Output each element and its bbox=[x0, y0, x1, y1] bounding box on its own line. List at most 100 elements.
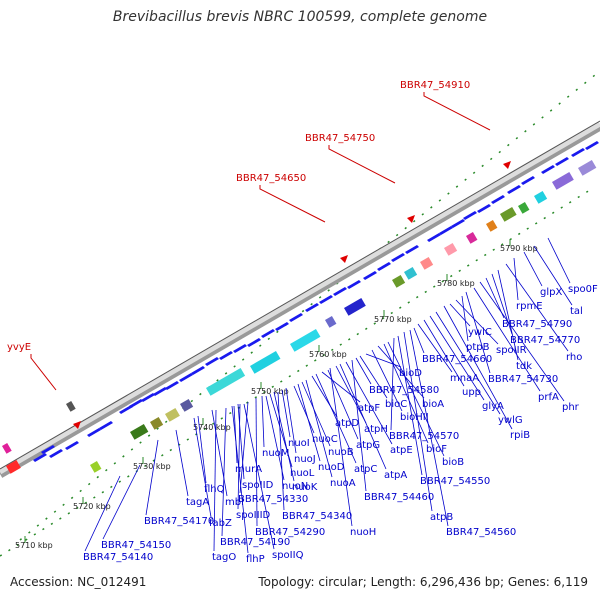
gene-label[interactable]: atpG bbox=[356, 440, 380, 451]
gene-label-group[interactable]: nuoJ bbox=[285, 387, 316, 465]
gene-label[interactable]: atpF bbox=[358, 403, 380, 414]
gene-label-group[interactable]: BBR47_54770 bbox=[491, 273, 580, 346]
gene-label[interactable]: atpC bbox=[354, 464, 377, 475]
gene-arrow[interactable] bbox=[541, 165, 555, 174]
gene-label[interactable]: nuoH bbox=[350, 527, 376, 538]
gene-label[interactable]: BBR47_54140 bbox=[83, 552, 153, 563]
gene-label-group[interactable]: nuoK bbox=[273, 391, 318, 493]
gene-label-group[interactable]: atpC bbox=[315, 373, 377, 475]
highlight-marker[interactable] bbox=[73, 421, 81, 429]
gene-arrow[interactable] bbox=[305, 303, 319, 312]
gene-label-group[interactable]: bioB bbox=[387, 341, 464, 468]
gene-label[interactable]: BBR47_54290 bbox=[255, 527, 325, 538]
gene-block[interactable] bbox=[325, 315, 337, 328]
gene-block[interactable] bbox=[206, 367, 246, 396]
gene-label[interactable]: spoIIR bbox=[496, 345, 527, 356]
gene-label-group[interactable]: flhQ bbox=[197, 415, 225, 495]
gene-arrow[interactable] bbox=[439, 226, 453, 235]
gene-arrow[interactable] bbox=[219, 351, 233, 360]
gene-label[interactable]: glpX bbox=[540, 287, 562, 298]
gene-label[interactable]: nuoD bbox=[318, 462, 345, 473]
gene-arrow[interactable] bbox=[119, 405, 133, 414]
gene-label[interactable]: ptpB bbox=[466, 342, 490, 353]
gene-label-group[interactable]: nuoI bbox=[281, 389, 310, 449]
gene-block[interactable] bbox=[391, 274, 406, 288]
gene-label-group[interactable]: upp bbox=[423, 319, 481, 398]
highlight-feature[interactable]: BBR47_54650 bbox=[236, 173, 348, 263]
gene-label-group[interactable]: ywlC bbox=[449, 303, 492, 338]
gene-block[interactable] bbox=[420, 256, 434, 270]
gene-label-group[interactable]: murA bbox=[233, 405, 262, 475]
gene-label[interactable]: BBR47_54550 bbox=[420, 476, 490, 487]
gene-arrow[interactable] bbox=[41, 445, 55, 454]
gene-label[interactable]: BBR47_54580 bbox=[369, 385, 439, 396]
gene-label[interactable]: tagA bbox=[186, 497, 209, 508]
gene-label-group[interactable]: BBR47_54190 bbox=[220, 407, 290, 548]
gene-block[interactable] bbox=[90, 460, 102, 473]
gene-label[interactable]: ywlC bbox=[468, 327, 492, 338]
gene-label[interactable]: nuoC bbox=[312, 434, 338, 445]
gene-label[interactable]: prfA bbox=[538, 392, 559, 403]
gene-label[interactable]: nuoJ bbox=[294, 454, 316, 465]
gene-label-group[interactable]: nuoM bbox=[261, 395, 289, 459]
gene-arrow[interactable] bbox=[391, 253, 405, 262]
gene-arrow[interactable] bbox=[377, 262, 391, 271]
gene-arrow[interactable] bbox=[347, 280, 361, 289]
gene-block[interactable] bbox=[465, 231, 478, 244]
gene-block[interactable] bbox=[164, 407, 180, 422]
gene-label[interactable]: mnaA bbox=[450, 373, 479, 384]
gene-block[interactable] bbox=[5, 459, 21, 474]
gene-label-group[interactable]: spoIIID bbox=[236, 403, 271, 521]
gene-arrow[interactable] bbox=[233, 344, 247, 353]
gene-arrow[interactable] bbox=[247, 338, 261, 347]
gene-arrow[interactable] bbox=[65, 441, 79, 450]
gene-label-group[interactable]: bioA bbox=[377, 345, 444, 410]
gene-label[interactable]: BBR47_54330 bbox=[238, 494, 308, 505]
gene-label[interactable]: bioF bbox=[426, 444, 447, 455]
gene-label[interactable]: flhP bbox=[246, 554, 265, 565]
gene-label[interactable]: bioA bbox=[422, 399, 444, 410]
gene-label[interactable]: BBR47_54730 bbox=[488, 374, 558, 385]
gene-label-group[interactable]: nuoL bbox=[269, 393, 315, 479]
gene-arrow[interactable] bbox=[507, 185, 521, 194]
gene-label[interactable]: BBR47_54340 bbox=[282, 511, 352, 522]
gene-block[interactable] bbox=[130, 423, 149, 440]
gene-label[interactable]: atpH bbox=[364, 424, 388, 435]
gene-arrow[interactable] bbox=[571, 148, 585, 157]
gene-label-group[interactable]: tagO bbox=[212, 409, 236, 563]
gene-label[interactable]: rpiB bbox=[510, 430, 530, 441]
gene-block[interactable] bbox=[486, 219, 498, 232]
gene-arrow[interactable] bbox=[405, 245, 419, 254]
gene-label-group[interactable]: tal bbox=[533, 245, 583, 317]
gene-label[interactable]: nuoI bbox=[288, 438, 310, 449]
gene-label[interactable]: ywlG bbox=[498, 415, 523, 426]
gene-label-group[interactable]: spoIIR bbox=[455, 299, 527, 356]
gene-label[interactable]: atpB bbox=[430, 512, 453, 523]
gene-label-group[interactable]: BBR47_54140 bbox=[83, 475, 153, 563]
gene-label[interactable]: nuoL bbox=[290, 468, 315, 479]
gene-label-group[interactable]: prfA bbox=[473, 287, 559, 403]
gene-label-group[interactable]: nuoD bbox=[297, 383, 345, 473]
highlight-feature[interactable]: BBR47_54750 bbox=[305, 133, 415, 223]
gene-label-group[interactable]: BBR47_54790 bbox=[485, 277, 572, 330]
gene-label-group[interactable]: ptpB bbox=[461, 295, 490, 353]
gene-arrow[interactable] bbox=[333, 287, 347, 296]
gene-label-group[interactable]: glpX bbox=[523, 251, 562, 298]
gene-label-group[interactable]: atpD bbox=[311, 375, 359, 429]
gene-label-group[interactable]: BBR47_54730 bbox=[465, 291, 558, 385]
gene-label-group[interactable]: atpA bbox=[339, 363, 407, 481]
gene-label-group[interactable]: BBR47_54570 bbox=[389, 337, 459, 442]
gene-block[interactable] bbox=[552, 171, 574, 190]
gene-label[interactable]: phr bbox=[562, 402, 580, 413]
gene-label-group[interactable]: phr bbox=[479, 281, 580, 413]
gene-label-group[interactable]: nuoA bbox=[305, 379, 356, 489]
gene-label[interactable]: atpD bbox=[335, 418, 359, 429]
gene-label[interactable]: tdk bbox=[516, 361, 532, 372]
gene-label-group[interactable]: nuoC bbox=[293, 385, 338, 445]
gene-label[interactable]: rpmE bbox=[516, 301, 543, 312]
gene-label[interactable]: glyA bbox=[482, 401, 504, 412]
gene-block[interactable] bbox=[2, 442, 12, 454]
gene-arrow[interactable] bbox=[521, 176, 535, 185]
gene-block[interactable] bbox=[443, 242, 458, 256]
